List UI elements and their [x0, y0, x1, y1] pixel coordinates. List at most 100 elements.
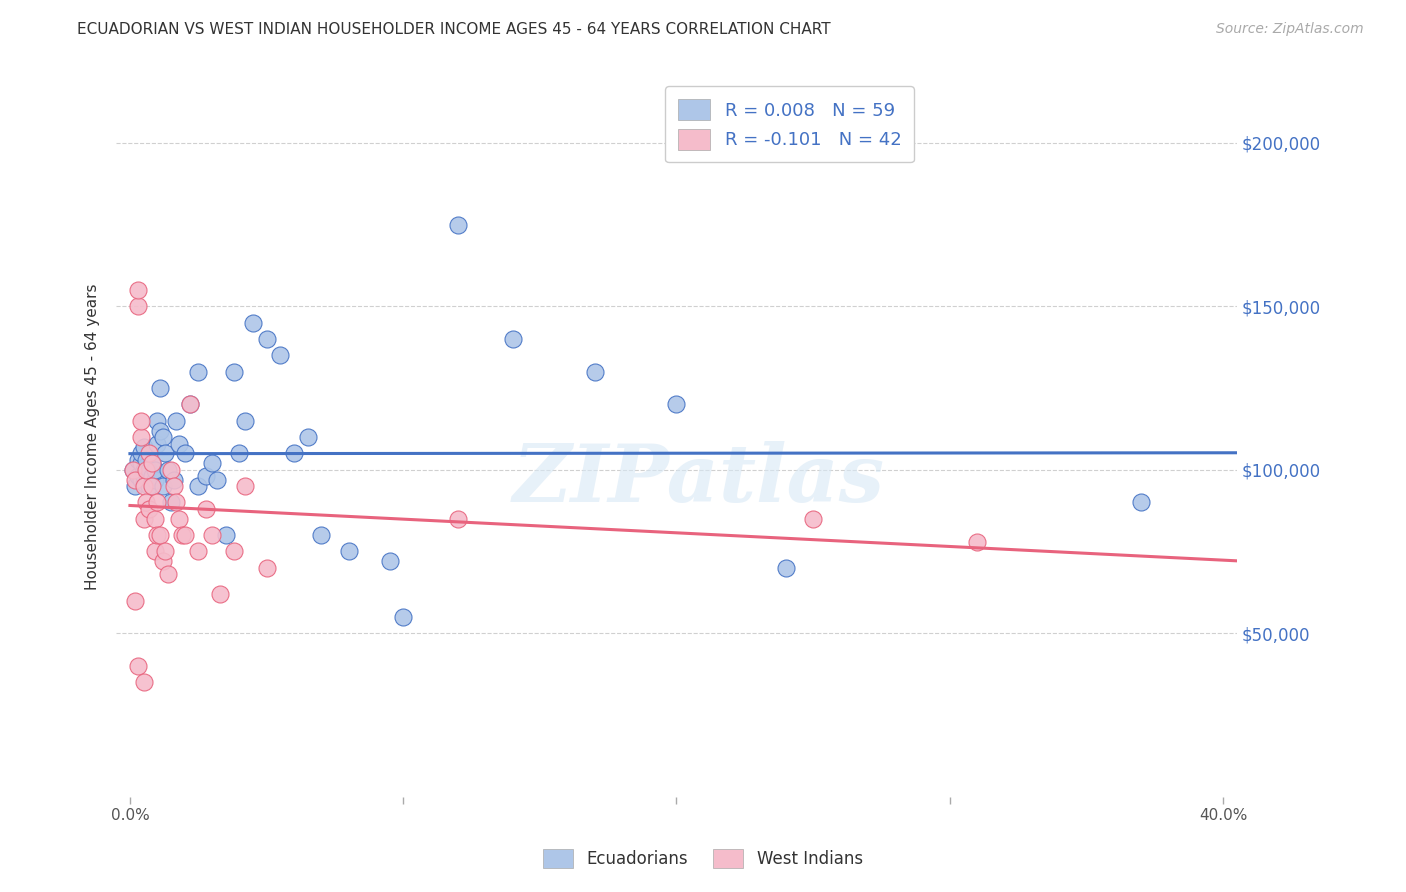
Point	[173, 446, 195, 460]
Point	[132, 440, 155, 454]
Point	[141, 456, 163, 470]
Point	[256, 561, 278, 575]
Point	[127, 299, 149, 313]
Point	[187, 479, 209, 493]
Point	[121, 463, 143, 477]
Point	[146, 414, 169, 428]
Point	[124, 473, 146, 487]
Point	[165, 414, 187, 428]
Point	[160, 463, 183, 477]
Point	[378, 554, 401, 568]
Point	[170, 528, 193, 542]
Point	[138, 446, 160, 460]
Point	[143, 512, 166, 526]
Point	[222, 544, 245, 558]
Point	[337, 544, 360, 558]
Point	[149, 528, 172, 542]
Point	[163, 479, 186, 493]
Point	[129, 473, 152, 487]
Point	[447, 218, 470, 232]
Point	[209, 587, 232, 601]
Point	[269, 348, 291, 362]
Point	[256, 332, 278, 346]
Point	[135, 463, 157, 477]
Point	[283, 446, 305, 460]
Point	[135, 459, 157, 474]
Point	[138, 463, 160, 477]
Point	[214, 528, 236, 542]
Point	[146, 436, 169, 450]
Point	[138, 479, 160, 493]
Legend: Ecuadorians, West Indians: Ecuadorians, West Indians	[537, 842, 869, 875]
Point	[160, 495, 183, 509]
Point	[502, 332, 524, 346]
Point	[173, 528, 195, 542]
Point	[138, 473, 160, 487]
Point	[129, 446, 152, 460]
Point	[583, 365, 606, 379]
Text: ECUADORIAN VS WEST INDIAN HOUSEHOLDER INCOME AGES 45 - 64 YEARS CORRELATION CHAR: ECUADORIAN VS WEST INDIAN HOUSEHOLDER IN…	[77, 22, 831, 37]
Point	[132, 463, 155, 477]
Point	[1130, 495, 1153, 509]
Point	[163, 473, 186, 487]
Point	[124, 479, 146, 493]
Point	[129, 430, 152, 444]
Point	[135, 495, 157, 509]
Y-axis label: Householder Income Ages 45 - 64 years: Householder Income Ages 45 - 64 years	[86, 284, 100, 591]
Point	[665, 397, 688, 411]
Point	[195, 469, 218, 483]
Point	[132, 479, 155, 493]
Point	[146, 495, 169, 509]
Point	[233, 479, 256, 493]
Point	[127, 469, 149, 483]
Point	[127, 659, 149, 673]
Point	[297, 430, 319, 444]
Point	[222, 365, 245, 379]
Point	[195, 502, 218, 516]
Point	[143, 544, 166, 558]
Point	[179, 397, 201, 411]
Point	[167, 512, 190, 526]
Point	[141, 479, 163, 493]
Point	[132, 512, 155, 526]
Point	[132, 475, 155, 490]
Point	[155, 446, 177, 460]
Point	[157, 463, 180, 477]
Point	[135, 466, 157, 480]
Legend: R = 0.008   N = 59, R = -0.101   N = 42: R = 0.008 N = 59, R = -0.101 N = 42	[665, 87, 914, 162]
Point	[141, 456, 163, 470]
Point	[179, 397, 201, 411]
Point	[138, 502, 160, 516]
Point	[309, 528, 332, 542]
Point	[149, 381, 172, 395]
Point	[132, 675, 155, 690]
Point	[143, 463, 166, 477]
Point	[121, 463, 143, 477]
Point	[152, 479, 174, 493]
Point	[201, 456, 224, 470]
Point	[801, 512, 824, 526]
Point	[127, 283, 149, 297]
Point	[187, 544, 209, 558]
Point	[132, 469, 155, 483]
Text: Source: ZipAtlas.com: Source: ZipAtlas.com	[1216, 22, 1364, 37]
Point	[187, 365, 209, 379]
Point	[129, 456, 152, 470]
Point	[149, 424, 172, 438]
Point	[155, 544, 177, 558]
Point	[129, 414, 152, 428]
Point	[207, 473, 229, 487]
Point	[167, 436, 190, 450]
Point	[157, 567, 180, 582]
Point	[141, 469, 163, 483]
Point	[966, 534, 988, 549]
Point	[152, 554, 174, 568]
Point	[152, 430, 174, 444]
Point	[228, 446, 250, 460]
Point	[447, 512, 470, 526]
Point	[392, 610, 415, 624]
Point	[775, 561, 797, 575]
Point	[146, 528, 169, 542]
Point	[242, 316, 264, 330]
Point	[233, 414, 256, 428]
